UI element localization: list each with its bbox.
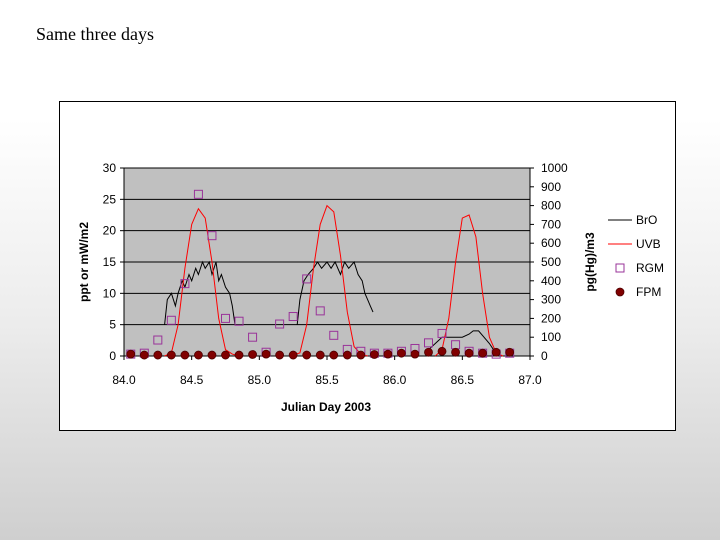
y-axis-ticks: 0 5 10 15 20 25 30 <box>103 161 124 363</box>
uvb-line <box>434 214 504 357</box>
rgm-point <box>275 319 285 329</box>
slide-title: Same three days <box>36 24 154 44</box>
series-bro <box>164 260 494 351</box>
uvb-line <box>164 207 240 357</box>
fpm-point <box>369 350 379 359</box>
fpm-point <box>166 350 176 360</box>
rgm-point <box>221 313 230 323</box>
rgm-point <box>315 306 325 316</box>
rgm-point <box>437 328 447 338</box>
fpm-point <box>248 350 257 359</box>
y2-tick-label: 600 <box>541 236 561 250</box>
fpm-point <box>315 350 325 360</box>
fpm-point <box>478 348 488 358</box>
y2-axis-ticks: 0 100 200 300 400 500 600 700 800 900 1000 <box>530 161 568 363</box>
fpm-point <box>207 350 217 360</box>
fpm-point <box>505 347 515 357</box>
y2-tick-label: 800 <box>541 199 561 213</box>
fpm-point <box>383 349 393 359</box>
y-tick-label: 0 <box>109 349 116 363</box>
series-fpm <box>126 346 515 360</box>
legend-label-fpm: FPM <box>636 285 661 299</box>
rgm-point <box>207 231 217 241</box>
bro-line <box>428 330 494 351</box>
fpm-point <box>126 349 136 359</box>
y2-tick-label: 500 <box>541 255 561 269</box>
fpm-point <box>261 349 271 359</box>
fpm-point <box>221 350 230 360</box>
fpm-point <box>491 347 501 357</box>
y2-tick-label: 100 <box>541 330 561 344</box>
legend-label-rgm: RGM <box>636 261 664 275</box>
x-tick-label: 86.0 <box>383 373 407 387</box>
legend-label-bro: BrO <box>636 213 657 227</box>
y2-tick-label: 0 <box>541 349 548 363</box>
fpm-point <box>342 350 352 360</box>
x-axis-title: Julian Day 2003 <box>281 400 371 414</box>
rgm-point <box>424 338 433 348</box>
y2-tick-label: 1000 <box>541 161 568 175</box>
x-tick-label: 87.0 <box>518 373 542 387</box>
rgm-point <box>166 315 176 325</box>
y-tick-label: 5 <box>109 318 116 332</box>
rgm-point <box>288 312 298 322</box>
fpm-point <box>451 347 460 357</box>
bro-line <box>164 260 236 325</box>
rgm-point <box>234 316 244 326</box>
fpm-point <box>464 348 474 358</box>
x-tick-label: 84.5 <box>180 373 204 387</box>
y2-tick-label: 400 <box>541 274 561 288</box>
legend-swatch-fpm <box>615 287 625 297</box>
fpm-point <box>329 350 339 360</box>
y2-tick-label: 700 <box>541 217 561 231</box>
fpm-point <box>410 349 420 359</box>
y2-tick-label: 300 <box>541 293 561 307</box>
rgm-point <box>248 332 258 342</box>
fpm-point <box>153 350 163 360</box>
x-tick-label: 85.5 <box>315 373 339 387</box>
fpm-point <box>275 350 285 360</box>
fpm-point <box>234 350 244 360</box>
y-tick-label: 30 <box>103 161 117 175</box>
y-tick-label: 20 <box>103 224 117 238</box>
fpm-point <box>288 350 298 360</box>
legend-box <box>602 206 672 306</box>
x-tick-label: 85.0 <box>248 373 272 387</box>
legend: BrO UVB RGM FPM <box>602 206 672 306</box>
y-axis-title: ppt or mW/m2 <box>77 222 91 302</box>
series-uvb <box>164 204 504 357</box>
x-tick-label: 84.0 <box>112 373 136 387</box>
y2-tick-label: 900 <box>541 180 561 194</box>
rgm-point <box>180 279 190 289</box>
fpm-point <box>424 347 433 357</box>
fpm-point <box>356 350 366 360</box>
uvb-line <box>290 204 368 357</box>
fpm-point <box>437 346 447 356</box>
legend-swatch-rgm <box>615 263 625 273</box>
fpm-point <box>302 350 312 360</box>
fpm-point <box>194 350 203 360</box>
bro-line <box>296 260 374 325</box>
fpm-point <box>397 348 406 358</box>
series-layer <box>126 189 515 360</box>
legend-label-uvb: UVB <box>636 237 661 251</box>
y-tick-label: 25 <box>103 192 117 206</box>
fpm-point <box>180 350 190 360</box>
rgm-point <box>153 335 163 345</box>
y2-axis-title: pg(Hg)/m3 <box>583 232 597 292</box>
x-tick-label: 86.5 <box>451 373 475 387</box>
y-tick-label: 15 <box>103 255 117 269</box>
fpm-point <box>139 350 149 360</box>
y2-tick-label: 200 <box>541 311 561 325</box>
rgm-point <box>193 189 203 199</box>
rgm-point <box>302 274 312 284</box>
x-axis-ticks: 84.0 84.5 85.0 85.5 86.0 86.5 87.0 <box>112 356 542 387</box>
y-tick-label: 10 <box>103 286 117 300</box>
rgm-point <box>329 330 339 340</box>
